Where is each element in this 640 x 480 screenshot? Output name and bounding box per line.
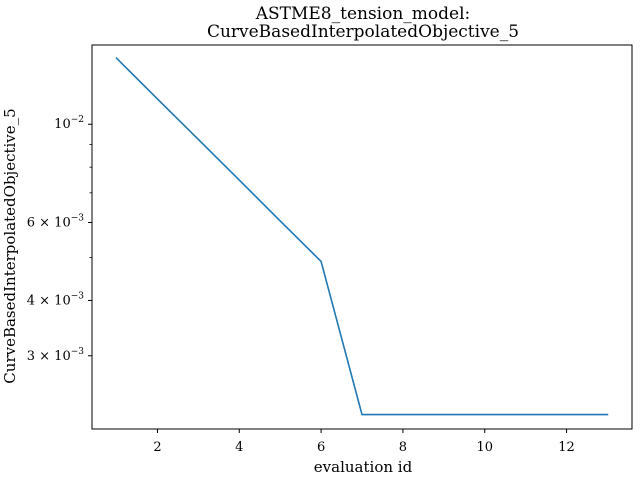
chart-title-line2: CurveBasedInterpolatedObjective_5 [207,22,519,42]
y-tick-exponent: −3 [71,291,85,301]
x-tick-label: 10 [476,440,493,455]
x-tick-label: 6 [317,440,325,455]
y-tick-label: 6 × 10−3 [27,213,85,230]
y-tick-label: 3 × 10−3 [27,347,85,364]
y-tick-times: × [35,215,54,230]
y-tick-label: 10−2 [54,115,84,132]
x-tick-label: 8 [399,440,407,455]
y-tick-mantissa: 3 [27,349,35,364]
y-tick-exponent: −2 [71,115,84,125]
axes-frame [91,44,633,430]
x-tick-label: 12 [558,440,575,455]
x-tick-label: 4 [235,440,243,455]
x-axis-label: evaluation id [314,458,413,476]
y-axis-label: CurveBasedInterpolatedObjective_5 [1,108,19,383]
y-tick-times: × [35,293,54,308]
y-tick-mantissa: 6 [27,215,35,230]
y-tick-label: 4 × 10−3 [27,291,85,308]
x-tick-label: 2 [153,440,161,455]
y-tick-exponent: −3 [71,213,85,223]
y-tick-times: × [35,349,54,364]
chart-title-line1: ASTME8_tension_model: [255,4,471,24]
y-tick-exponent: −3 [71,347,85,357]
y-tick-base: 10 [54,117,71,132]
y-tick-base: 10 [54,215,71,230]
series-line-0 [115,57,609,416]
y-tick-mantissa: 4 [27,293,35,308]
y-tick-base: 10 [54,293,71,308]
y-tick-base: 10 [54,349,71,364]
